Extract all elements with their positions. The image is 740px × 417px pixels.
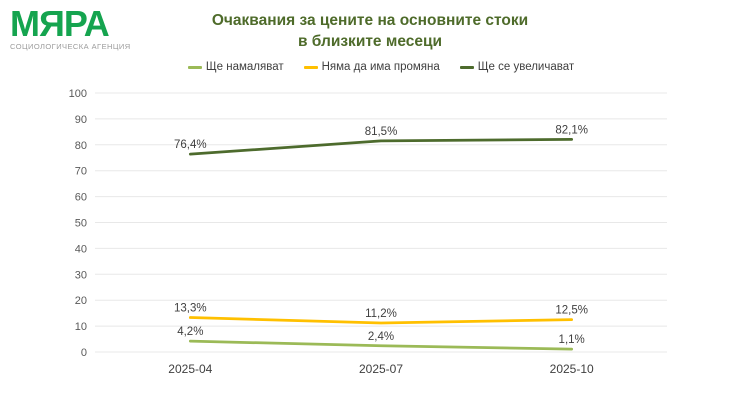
data-point-label: 1,1% bbox=[559, 334, 585, 346]
y-axis-tick-label: 80 bbox=[75, 140, 87, 152]
y-axis-tick-label: 0 bbox=[81, 347, 87, 359]
y-axis-tick-label: 10 bbox=[75, 321, 87, 333]
data-point-label: 13,3% bbox=[174, 303, 207, 315]
chart-legend: Ще намаляват Няма да има промяна Ще се у… bbox=[95, 61, 667, 73]
y-axis-tick-label: 50 bbox=[75, 218, 87, 230]
data-point-label: 12,5% bbox=[555, 305, 588, 317]
legend-label: Ще се увеличават bbox=[477, 61, 575, 73]
legend-item-no-change: Няма да има промяна bbox=[303, 61, 440, 73]
y-axis-tick-label: 90 bbox=[75, 114, 87, 126]
data-point-label: 82,1% bbox=[555, 124, 588, 136]
y-axis-tick-label: 20 bbox=[75, 295, 87, 307]
chart-title-line2: в близките месеци bbox=[297, 33, 443, 50]
x-axis-category-label: 2025-07 bbox=[359, 362, 403, 376]
data-point-label: 76,4% bbox=[174, 139, 207, 151]
data-point-label: 2,4% bbox=[368, 331, 394, 343]
y-axis-tick-label: 40 bbox=[75, 243, 87, 255]
legend-line-marker bbox=[459, 65, 474, 69]
legend-label: Ще намаляват bbox=[205, 61, 284, 73]
y-axis-tick-label: 60 bbox=[75, 192, 87, 204]
agency-logo-brand: МЯРА bbox=[10, 3, 110, 44]
y-axis-tick-label: 70 bbox=[75, 166, 87, 178]
series-line bbox=[188, 316, 574, 325]
legend-line-marker bbox=[187, 65, 202, 69]
x-axis-category-label: 2025-04 bbox=[168, 362, 212, 376]
legend-item-decrease: Ще намаляват bbox=[187, 61, 284, 73]
x-axis-category-label: 2025-10 bbox=[550, 362, 594, 376]
chart-title: Очаквания за цените на основните стоки в… bbox=[0, 10, 740, 52]
legend-line-marker bbox=[303, 65, 318, 69]
y-axis-tick-label: 30 bbox=[75, 269, 87, 281]
data-point-label: 11,2% bbox=[365, 308, 397, 320]
series-line bbox=[188, 339, 574, 351]
legend-label: Няма да има промяна bbox=[321, 61, 440, 73]
agency-logo-subtitle: СОЦИОЛОГИЧЕСКА АГЕНЦИЯ bbox=[10, 42, 131, 51]
chart-title-line1: Очаквания за цените на основните стоки bbox=[211, 12, 529, 29]
y-axis-tick-label: 100 bbox=[69, 88, 87, 100]
data-point-label: 4,2% bbox=[177, 326, 203, 338]
series-line bbox=[188, 137, 574, 156]
agency-logo: МЯРА СОЦИОЛОГИЧЕСКА АГЕНЦИЯ bbox=[10, 3, 131, 52]
data-point-label: 81,5% bbox=[365, 126, 398, 138]
legend-item-increase: Ще се увеличават bbox=[459, 61, 575, 73]
